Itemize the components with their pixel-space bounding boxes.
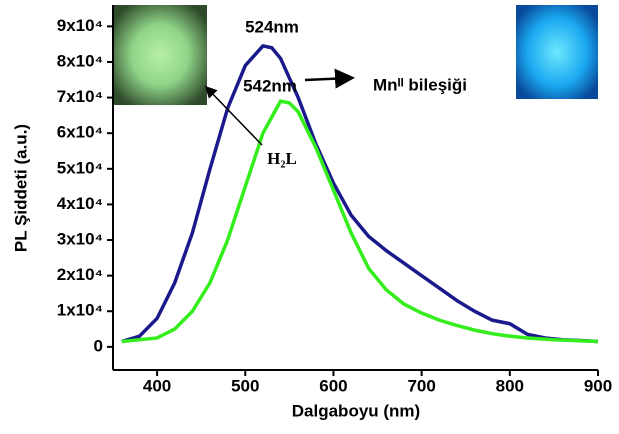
y-tick-label: 6x10⁴ [57,123,103,142]
annotation: H₂L [267,149,297,168]
photo-complex [516,5,598,99]
y-axis-label: PL Şiddeti (a.u.) [11,124,30,252]
plot-area: 400 500 600 700 800 900 0 1x10⁴ 2x10⁴ 3x10⁴ 4x10⁴ 5… [57,5,612,395]
arrow [204,85,263,146]
x-tick-label: 900 [584,376,612,395]
photo-ligand [113,5,207,105]
annotation: 524nm [245,17,299,36]
y-tick-label: 3x10⁴ [57,230,103,249]
y-tick-label: 1x10⁴ [57,301,103,320]
x-tick-label: 800 [496,376,524,395]
x-axis-label: Dalgaboyu (nm) [292,401,420,420]
series-line [121,44,599,344]
y-tick-label: 7x10⁴ [57,87,103,106]
y-tick-label: 5x10⁴ [57,158,103,177]
x-tick-label: 600 [319,376,347,395]
y-tick-label: 8x10⁴ [57,51,103,70]
x-tick-label: 500 [231,376,259,395]
x-tick-label: 700 [407,376,435,395]
y-tick-label: 9x10⁴ [57,16,103,35]
series-line [121,99,599,344]
y-tick-label: 0 [94,336,103,355]
x-tick-label: 400 [143,376,171,395]
annotation: Mnᴵᴵ bileşiği [373,75,467,94]
arrow [304,68,355,89]
y-tick-label: 4x10⁴ [57,194,103,213]
annotation: 542nm [243,76,297,95]
y-tick-label: 2x10⁴ [57,265,103,284]
